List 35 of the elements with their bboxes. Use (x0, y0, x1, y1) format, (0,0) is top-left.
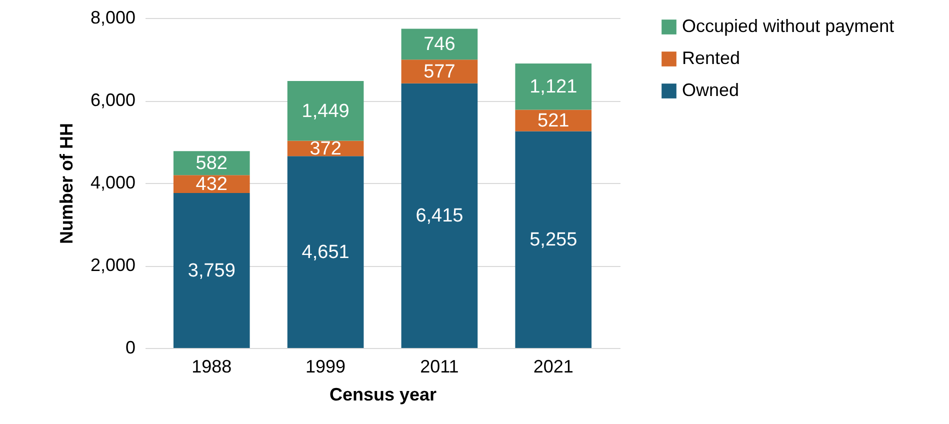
y-tick-label: 6,000 (90, 90, 136, 110)
data-label: 3,759 (188, 260, 236, 282)
bar (515, 131, 592, 348)
legend-label: Rented (682, 48, 740, 68)
bar (515, 64, 592, 110)
data-label: 1,121 (530, 76, 578, 98)
y-tick-label: 8,000 (90, 8, 136, 28)
x-tick-label: 2021 (533, 356, 574, 376)
legend-label: Occupied without payment (682, 16, 894, 36)
bar (401, 83, 478, 348)
x-tick-label: 2011 (420, 356, 459, 376)
y-tick-label: 2,000 (90, 255, 136, 275)
bar (287, 81, 364, 141)
data-label: 577 (424, 61, 456, 82)
bar (287, 156, 364, 348)
data-label: 521 (538, 110, 570, 132)
data-label: 4,651 (302, 242, 350, 264)
data-label: 372 (310, 138, 342, 160)
y-axis-title: Number of HH (56, 123, 76, 244)
data-label: 582 (196, 153, 228, 174)
x-tick-label: 1988 (192, 356, 232, 376)
data-label: 746 (424, 34, 456, 56)
x-tick-label: 1999 (306, 356, 346, 376)
bar (173, 192, 250, 348)
y-tick-label: 4,000 (90, 172, 136, 192)
y-tick-label: 0 (125, 338, 136, 358)
bar (401, 60, 478, 84)
bar (401, 28, 478, 60)
data-label: 1,449 (302, 100, 350, 122)
x-axis-title: Census year (329, 384, 437, 404)
data-label: 432 (196, 174, 228, 196)
data-label: 6,415 (416, 206, 464, 227)
data-label: 5,255 (530, 230, 578, 251)
bar (515, 110, 592, 132)
legend-label: Owned (682, 80, 740, 100)
